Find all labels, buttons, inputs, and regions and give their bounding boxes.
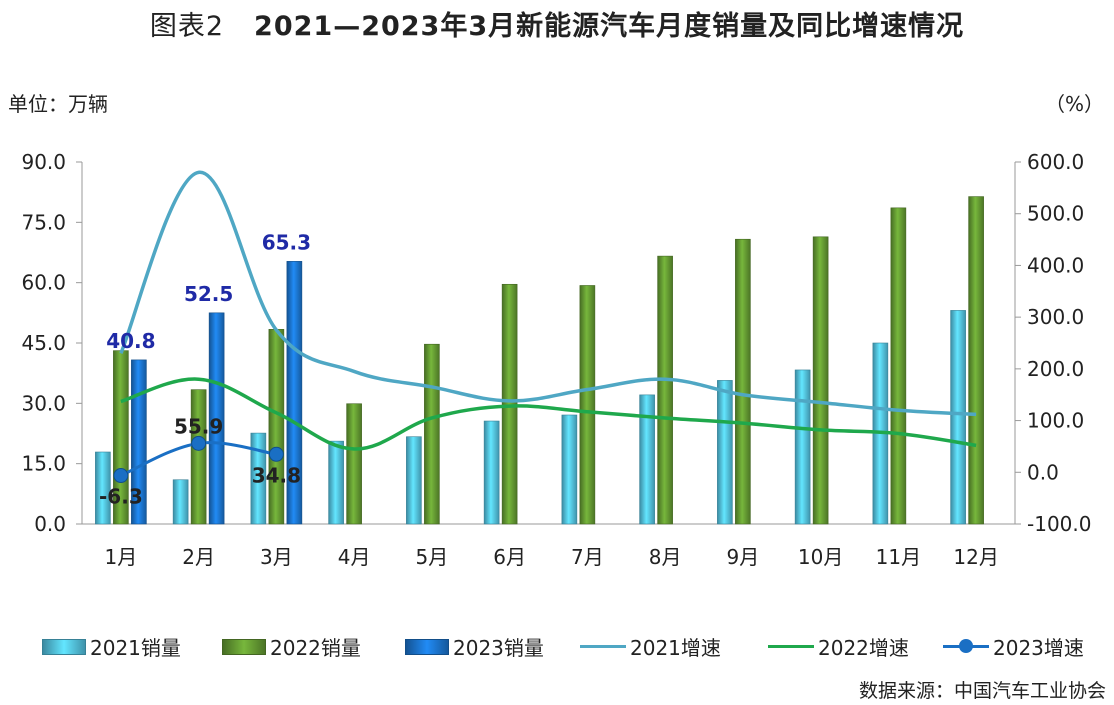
x-tick-label: 6月 <box>493 545 526 569</box>
bar-2022销量 <box>579 285 596 525</box>
x-tick-label: 9月 <box>727 545 760 569</box>
bar-2021销量 <box>483 420 500 525</box>
legend-marker-dot <box>959 639 973 653</box>
bar-data-label: 65.3 <box>262 230 311 254</box>
legend-item-2022增速: 2022增速 <box>768 632 909 661</box>
left-tick-label: 90.0 <box>21 150 66 174</box>
right-tick-label: 300.0 <box>1027 305 1084 329</box>
bar-2023销量 <box>208 312 225 525</box>
bar-2022销量 <box>346 403 362 525</box>
bar-2023销量 <box>286 261 303 525</box>
bar-2021销量 <box>794 369 811 525</box>
line-2022增速 <box>120 377 977 451</box>
line-data-label: 34.8 <box>252 463 301 487</box>
chart-title-main: 2021—2023年3月新能源汽车月度销量及同比增速情况 <box>254 11 965 42</box>
legend-label: 2023增速 <box>993 636 1084 660</box>
line-data-label: -6.3 <box>99 485 143 509</box>
right-tick-label: 100.0 <box>1027 409 1084 433</box>
x-tick-label: 12月 <box>953 545 998 569</box>
legend-label: 2023销量 <box>453 636 544 660</box>
x-tick-label: 3月 <box>260 545 293 569</box>
left-tick-label: 75.0 <box>21 210 66 234</box>
right-tick-label: 0.0 <box>1027 460 1059 484</box>
legend-swatch-bar <box>405 638 449 655</box>
legend-item-2023销量: 2023销量 <box>405 632 544 661</box>
left-axis-unit: 单位：万辆 <box>8 92 108 116</box>
bar-2021销量 <box>95 451 111 525</box>
right-tick-label: 600.0 <box>1027 150 1084 174</box>
x-tick-label: 7月 <box>571 545 604 569</box>
chart-legend: 2021销量 2022销量 2023销量 2021增速 2022增速 2023增速 <box>0 632 1114 662</box>
right-tick-label: 500.0 <box>1027 202 1084 226</box>
bar-2022销量 <box>890 207 907 525</box>
legend-label: 2022增速 <box>818 636 909 660</box>
bar-2023销量 <box>131 359 147 525</box>
x-tick-label: 2月 <box>182 545 215 569</box>
bar-2022销量 <box>968 196 984 525</box>
legend-label: 2022销量 <box>270 636 361 660</box>
marker-2023增速 <box>268 446 284 462</box>
left-tick-label: 30.0 <box>21 391 66 415</box>
chart-title-prefix: 图表2 <box>149 11 225 42</box>
right-tick-label: 200.0 <box>1027 357 1084 381</box>
line-data-label: 55.9 <box>174 414 223 438</box>
legend-swatch-line <box>580 645 626 648</box>
legend-swatch-line <box>768 645 814 648</box>
left-tick-label: 60.0 <box>21 271 66 295</box>
legend-swatch-bar <box>222 638 266 655</box>
x-tick-label: 10月 <box>798 545 843 569</box>
line-2021增速 <box>119 170 977 417</box>
bar-2021销量 <box>639 394 655 525</box>
x-tick-label: 5月 <box>416 545 449 569</box>
legend-swatch-bar <box>42 638 86 655</box>
bar-data-label: 52.5 <box>184 282 233 306</box>
legend-label: 2021增速 <box>630 636 721 660</box>
bar-2022销量 <box>190 389 207 525</box>
bar-2022销量 <box>812 236 829 525</box>
left-tick-label: 15.0 <box>21 452 66 476</box>
bar-2021销量 <box>950 310 966 525</box>
bar-2021销量 <box>328 440 344 525</box>
bar-2022销量 <box>657 255 673 525</box>
bar-2022销量 <box>268 329 285 525</box>
chart-title: 图表2 2021—2023年3月新能源汽车月度销量及同比增速情况 <box>0 4 1114 43</box>
legend-label: 2021销量 <box>90 636 181 660</box>
legend-item-2023增速: 2023增速 <box>943 632 1084 661</box>
right-tick-label: 400.0 <box>1027 253 1084 277</box>
bar-2022销量 <box>501 283 518 525</box>
x-tick-label: 11月 <box>876 545 921 569</box>
bar-2022销量 <box>424 343 440 525</box>
bar-2021销量 <box>717 380 733 525</box>
x-tick-label: 1月 <box>105 545 138 569</box>
marker-2023增速 <box>113 468 129 484</box>
legend-item-2021增速: 2021增速 <box>580 632 721 661</box>
bar-2021销量 <box>561 414 578 525</box>
x-tick-label: 8月 <box>649 545 682 569</box>
data-source: 数据来源：中国汽车工业协会 <box>858 680 1106 702</box>
bar-2021销量 <box>250 432 267 525</box>
legend-swatch-line <box>943 639 989 653</box>
x-tick-label: 4月 <box>338 545 371 569</box>
left-tick-label: 45.0 <box>21 331 66 355</box>
marker-2023增速 <box>191 435 207 451</box>
bar-2021销量 <box>406 436 422 525</box>
bar-2021销量 <box>172 479 189 525</box>
right-axis-unit: （%） <box>1044 92 1104 116</box>
right-tick-label: -100.0 <box>1027 512 1091 536</box>
left-tick-label: 0.0 <box>34 512 66 536</box>
legend-item-2021销量: 2021销量 <box>42 632 181 661</box>
legend-item-2022销量: 2022销量 <box>222 632 361 661</box>
bar-data-label: 40.8 <box>106 329 155 353</box>
bar-2022销量 <box>735 238 751 525</box>
